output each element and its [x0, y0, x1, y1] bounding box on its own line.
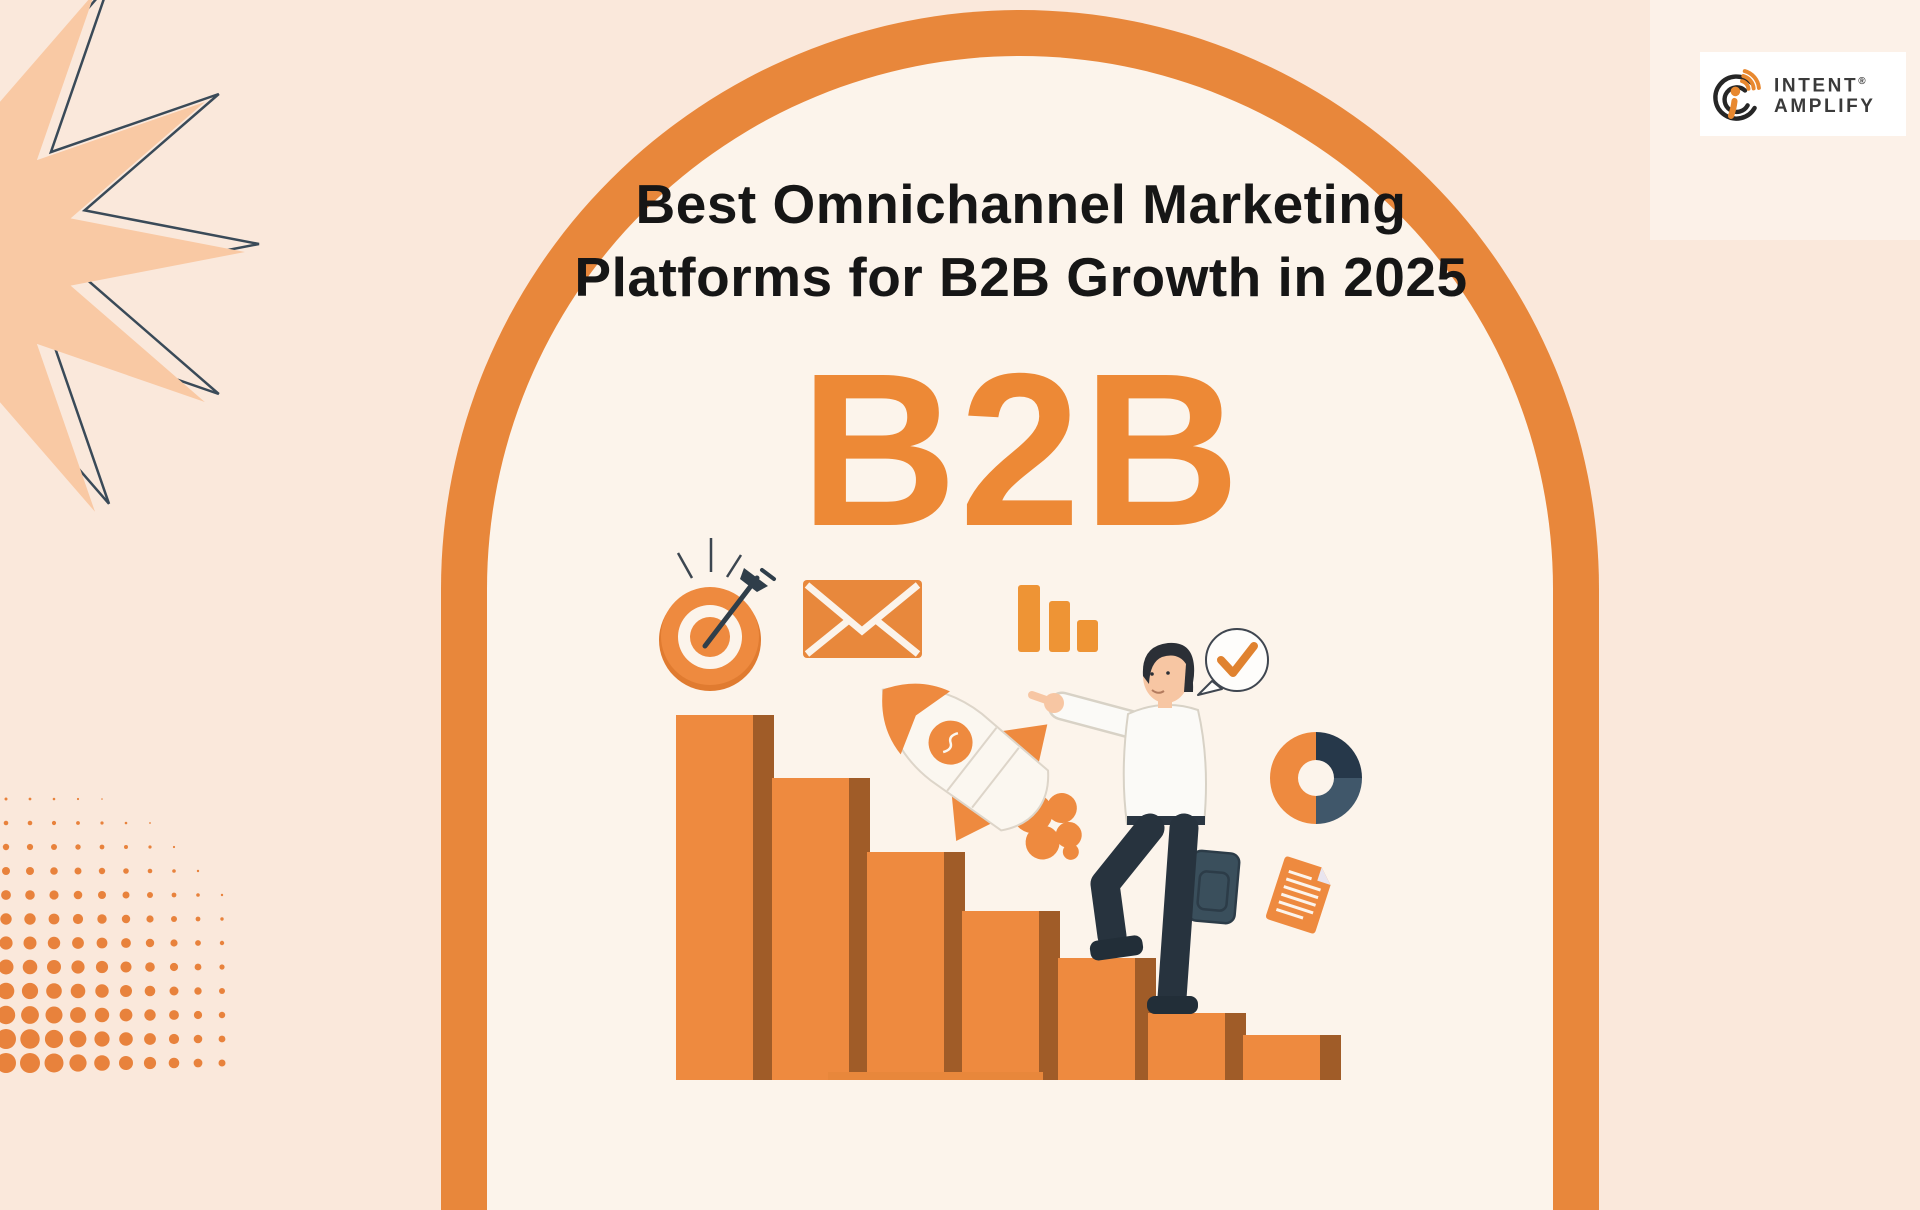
page-title: Best Omnichannel Marketing Platforms for… — [489, 168, 1553, 314]
intent-amplify-logo: INTENT® AMPLIFY — [1700, 52, 1906, 136]
page-title-line2: Platforms for B2B Growth in 2025 — [574, 246, 1468, 308]
b2b-headline: B2B — [799, 329, 1243, 572]
page-title-line1: Best Omnichannel Marketing — [635, 173, 1407, 235]
intent-amplify-logo-icon — [1713, 69, 1761, 121]
starburst-shape — [0, 0, 260, 512]
logo-text: INTENT® AMPLIFY — [1774, 71, 1876, 117]
logo-word-amplify: AMPLIFY — [1774, 96, 1876, 118]
logo-word-intent: INTENT — [1774, 75, 1859, 97]
registered-mark: ® — [1858, 75, 1866, 87]
halftone-dots — [0, 797, 226, 1073]
